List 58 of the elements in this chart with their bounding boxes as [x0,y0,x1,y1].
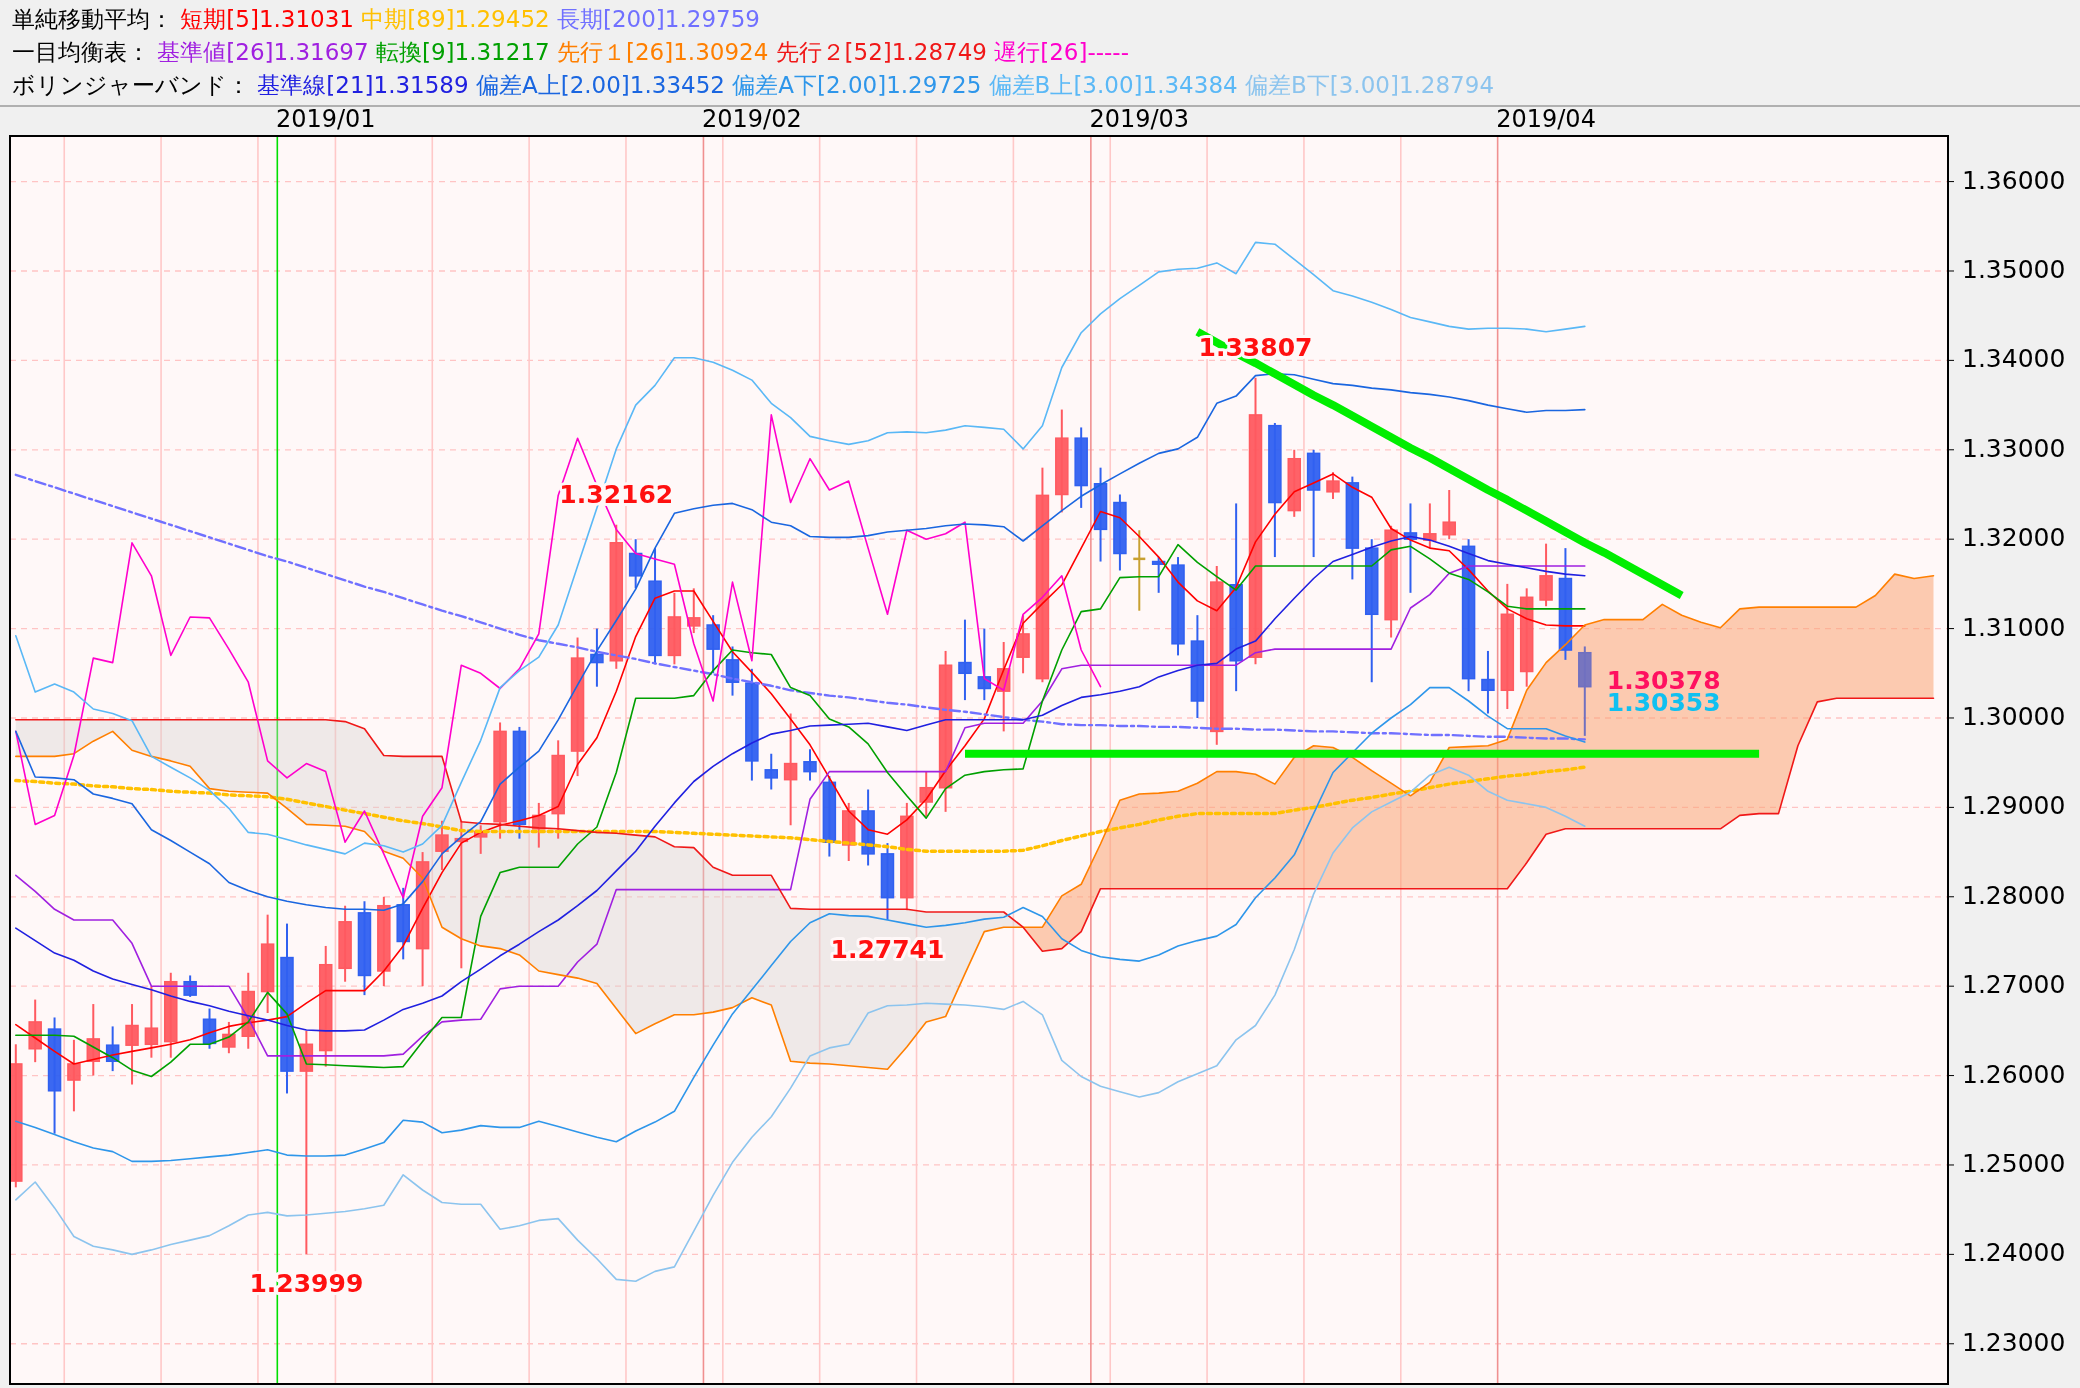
text: 偏差B下[3.00]1.28794 [1244,72,1495,98]
candlestick [764,752,779,791]
candlestick [222,1020,236,1055]
text: ボリンジャーバンド： [12,72,258,98]
candlestick [1016,614,1030,675]
annotation: 1.27741 [830,934,945,964]
line-series [14,765,1587,853]
candlestick [1326,471,1340,500]
text: 短期[5]1.31031 [180,6,362,32]
candlestick [67,1038,81,1113]
candlestick [1423,502,1437,550]
y-tick-label: 1.23000 [1962,1327,2066,1357]
candlestick [783,712,798,827]
candlestick [958,618,972,702]
x-tick-label: 2019/02 [702,105,802,133]
text: 先行１[26]1.30924 [556,39,776,65]
y-tick-label: 1.36000 [1962,165,2066,195]
y-tick-label: 1.24000 [1962,1238,2066,1268]
candlestick [1442,489,1456,541]
text: 基準線[21]1.31589 [257,72,476,98]
y-tick-label: 1.35000 [1962,254,2066,284]
text: 偏差A下[2.00]1.29725 [732,72,989,98]
text: 単純移動平均： [12,6,181,32]
line-series [15,241,1586,855]
y-tick-label: 1.25000 [1962,1148,2066,1178]
text: 中期[89]1.29452 [361,6,557,32]
text: 先行２[52]1.28749 [775,39,995,65]
x-tick-label: 2019/01 [275,105,376,133]
text: 長期[200]1.29759 [556,6,760,32]
text: 基準値[26]1.31697 [157,39,376,65]
y-tick-label: 1.26000 [1962,1059,2066,1089]
y-tick-label: 1.33000 [1962,433,2066,463]
y-tick-label: 1.30000 [1962,701,2066,731]
candlestick [803,748,817,782]
candlestick [687,587,701,635]
candlestick [144,985,159,1059]
line-series [15,686,1586,1163]
y-tick-label: 1.31000 [1962,612,2066,642]
candlestick [125,1003,139,1086]
x-tick-label: 2019/04 [1496,105,1596,133]
y-tick-label: 1.32000 [1962,523,2066,553]
candlestick [1481,649,1495,715]
text: 転換[9]1.31217 [375,39,557,65]
x-tick-label: 2019/03 [1089,105,1190,133]
text: 一目均衡表： [12,39,158,65]
candlestick [628,538,643,590]
candlestick [435,819,449,871]
y-tick-label: 1.29000 [1962,791,2066,821]
text: 偏差A上[2.00]1.33452 [475,72,733,98]
y-tick-label: 1.34000 [1962,344,2066,374]
candlestick [919,770,933,818]
text: 偏差B上[3.00]1.34384 [988,72,1245,98]
y-tick-label: 1.27000 [1962,970,2066,1000]
text: 遅行[26]----- [994,39,1129,65]
line-series [14,473,1586,741]
y-tick-label: 1.28000 [1962,880,2066,910]
line-series [15,414,1102,899]
line-series [15,373,1586,911]
